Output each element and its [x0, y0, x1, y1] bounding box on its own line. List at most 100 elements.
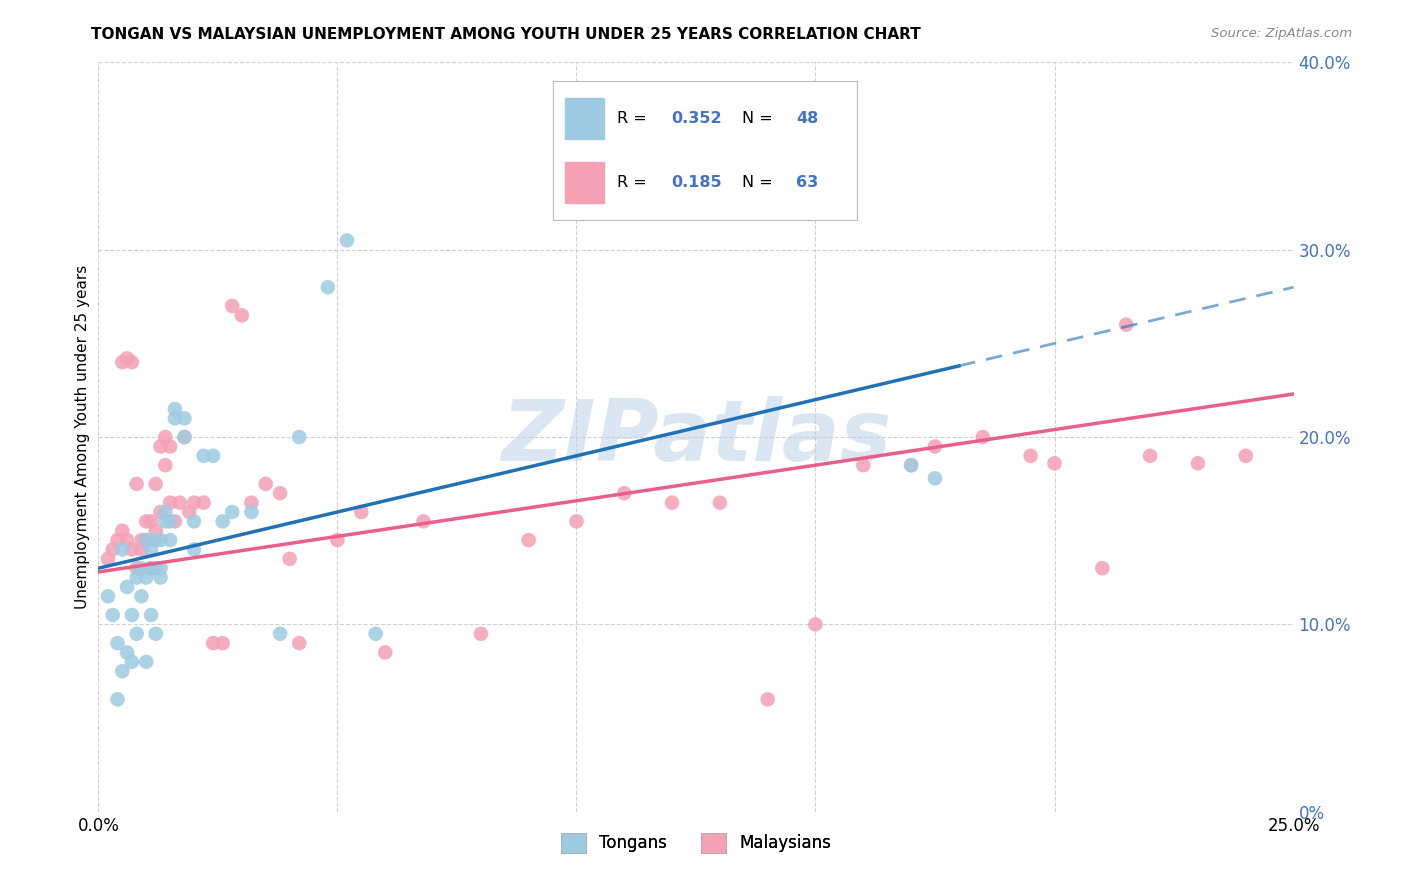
Point — [159, 533, 181, 547]
Point — [756, 692, 779, 706]
Point — [412, 514, 434, 528]
Point — [159, 440, 181, 453]
Point — [131, 533, 153, 547]
Legend: Tongans, Malaysians: Tongans, Malaysians — [554, 826, 838, 860]
Y-axis label: Unemployment Among Youth under 25 years: Unemployment Among Youth under 25 years — [75, 265, 90, 609]
Text: ZIPatlas: ZIPatlas — [501, 395, 891, 479]
Point — [121, 655, 143, 669]
Point — [155, 430, 177, 444]
Point — [111, 664, 134, 679]
Point — [1019, 449, 1042, 463]
Point — [139, 514, 162, 528]
Point — [155, 505, 177, 519]
Point — [139, 542, 162, 557]
Point — [107, 636, 129, 650]
Point — [135, 571, 157, 585]
Point — [125, 571, 148, 585]
Point — [149, 571, 172, 585]
Point — [211, 636, 233, 650]
Point — [1234, 449, 1257, 463]
Point — [135, 514, 157, 528]
Point — [163, 514, 186, 528]
Point — [278, 551, 301, 566]
Point — [193, 449, 215, 463]
Point — [139, 561, 162, 575]
Point — [97, 590, 120, 604]
Point — [517, 533, 540, 547]
Point — [240, 496, 263, 510]
Point — [131, 542, 153, 557]
Point — [565, 514, 588, 528]
Point — [183, 542, 205, 557]
Point — [121, 542, 143, 557]
Point — [149, 533, 172, 547]
Point — [661, 496, 683, 510]
Point — [131, 561, 153, 575]
Point — [852, 458, 875, 473]
Point — [155, 458, 177, 473]
Point — [101, 608, 124, 623]
Point — [364, 626, 387, 640]
Point — [149, 505, 172, 519]
Point — [115, 533, 138, 547]
Point — [135, 655, 157, 669]
Point — [240, 505, 263, 519]
Point — [139, 608, 162, 623]
Point — [169, 496, 191, 510]
Point — [145, 561, 167, 575]
Point — [101, 542, 124, 557]
Point — [125, 626, 148, 640]
Point — [159, 514, 181, 528]
Point — [155, 514, 177, 528]
Point — [254, 476, 277, 491]
Point — [1187, 456, 1209, 470]
Point — [231, 308, 253, 322]
Point — [709, 496, 731, 510]
Point — [972, 430, 994, 444]
Point — [145, 533, 167, 547]
Point — [107, 692, 129, 706]
Point — [316, 280, 339, 294]
Point — [202, 636, 225, 650]
Point — [613, 486, 636, 500]
Point — [163, 411, 186, 425]
Point — [121, 355, 143, 369]
Point — [145, 476, 167, 491]
Point — [173, 411, 195, 425]
Point — [163, 401, 186, 416]
Point — [183, 514, 205, 528]
Point — [159, 496, 181, 510]
Point — [924, 440, 946, 453]
Point — [1115, 318, 1137, 332]
Point — [145, 524, 167, 538]
Point — [125, 476, 148, 491]
Point — [135, 533, 157, 547]
Point — [804, 617, 827, 632]
Point — [115, 351, 138, 366]
Point — [115, 580, 138, 594]
Point — [336, 233, 359, 247]
Point — [924, 471, 946, 485]
Point — [183, 496, 205, 510]
Point — [288, 636, 311, 650]
Point — [139, 561, 162, 575]
Point — [193, 496, 215, 510]
Point — [149, 440, 172, 453]
Point — [111, 524, 134, 538]
Point — [202, 449, 225, 463]
Point — [374, 646, 396, 660]
Point — [221, 505, 243, 519]
Point — [269, 486, 291, 500]
Point — [121, 608, 143, 623]
Point — [269, 626, 291, 640]
Point — [470, 626, 492, 640]
Point — [900, 458, 922, 473]
Point — [115, 646, 138, 660]
Text: TONGAN VS MALAYSIAN UNEMPLOYMENT AMONG YOUTH UNDER 25 YEARS CORRELATION CHART: TONGAN VS MALAYSIAN UNEMPLOYMENT AMONG Y… — [91, 27, 921, 42]
Point — [211, 514, 233, 528]
Point — [145, 626, 167, 640]
Point — [135, 533, 157, 547]
Point — [1043, 456, 1066, 470]
Point — [179, 505, 201, 519]
Point — [107, 533, 129, 547]
